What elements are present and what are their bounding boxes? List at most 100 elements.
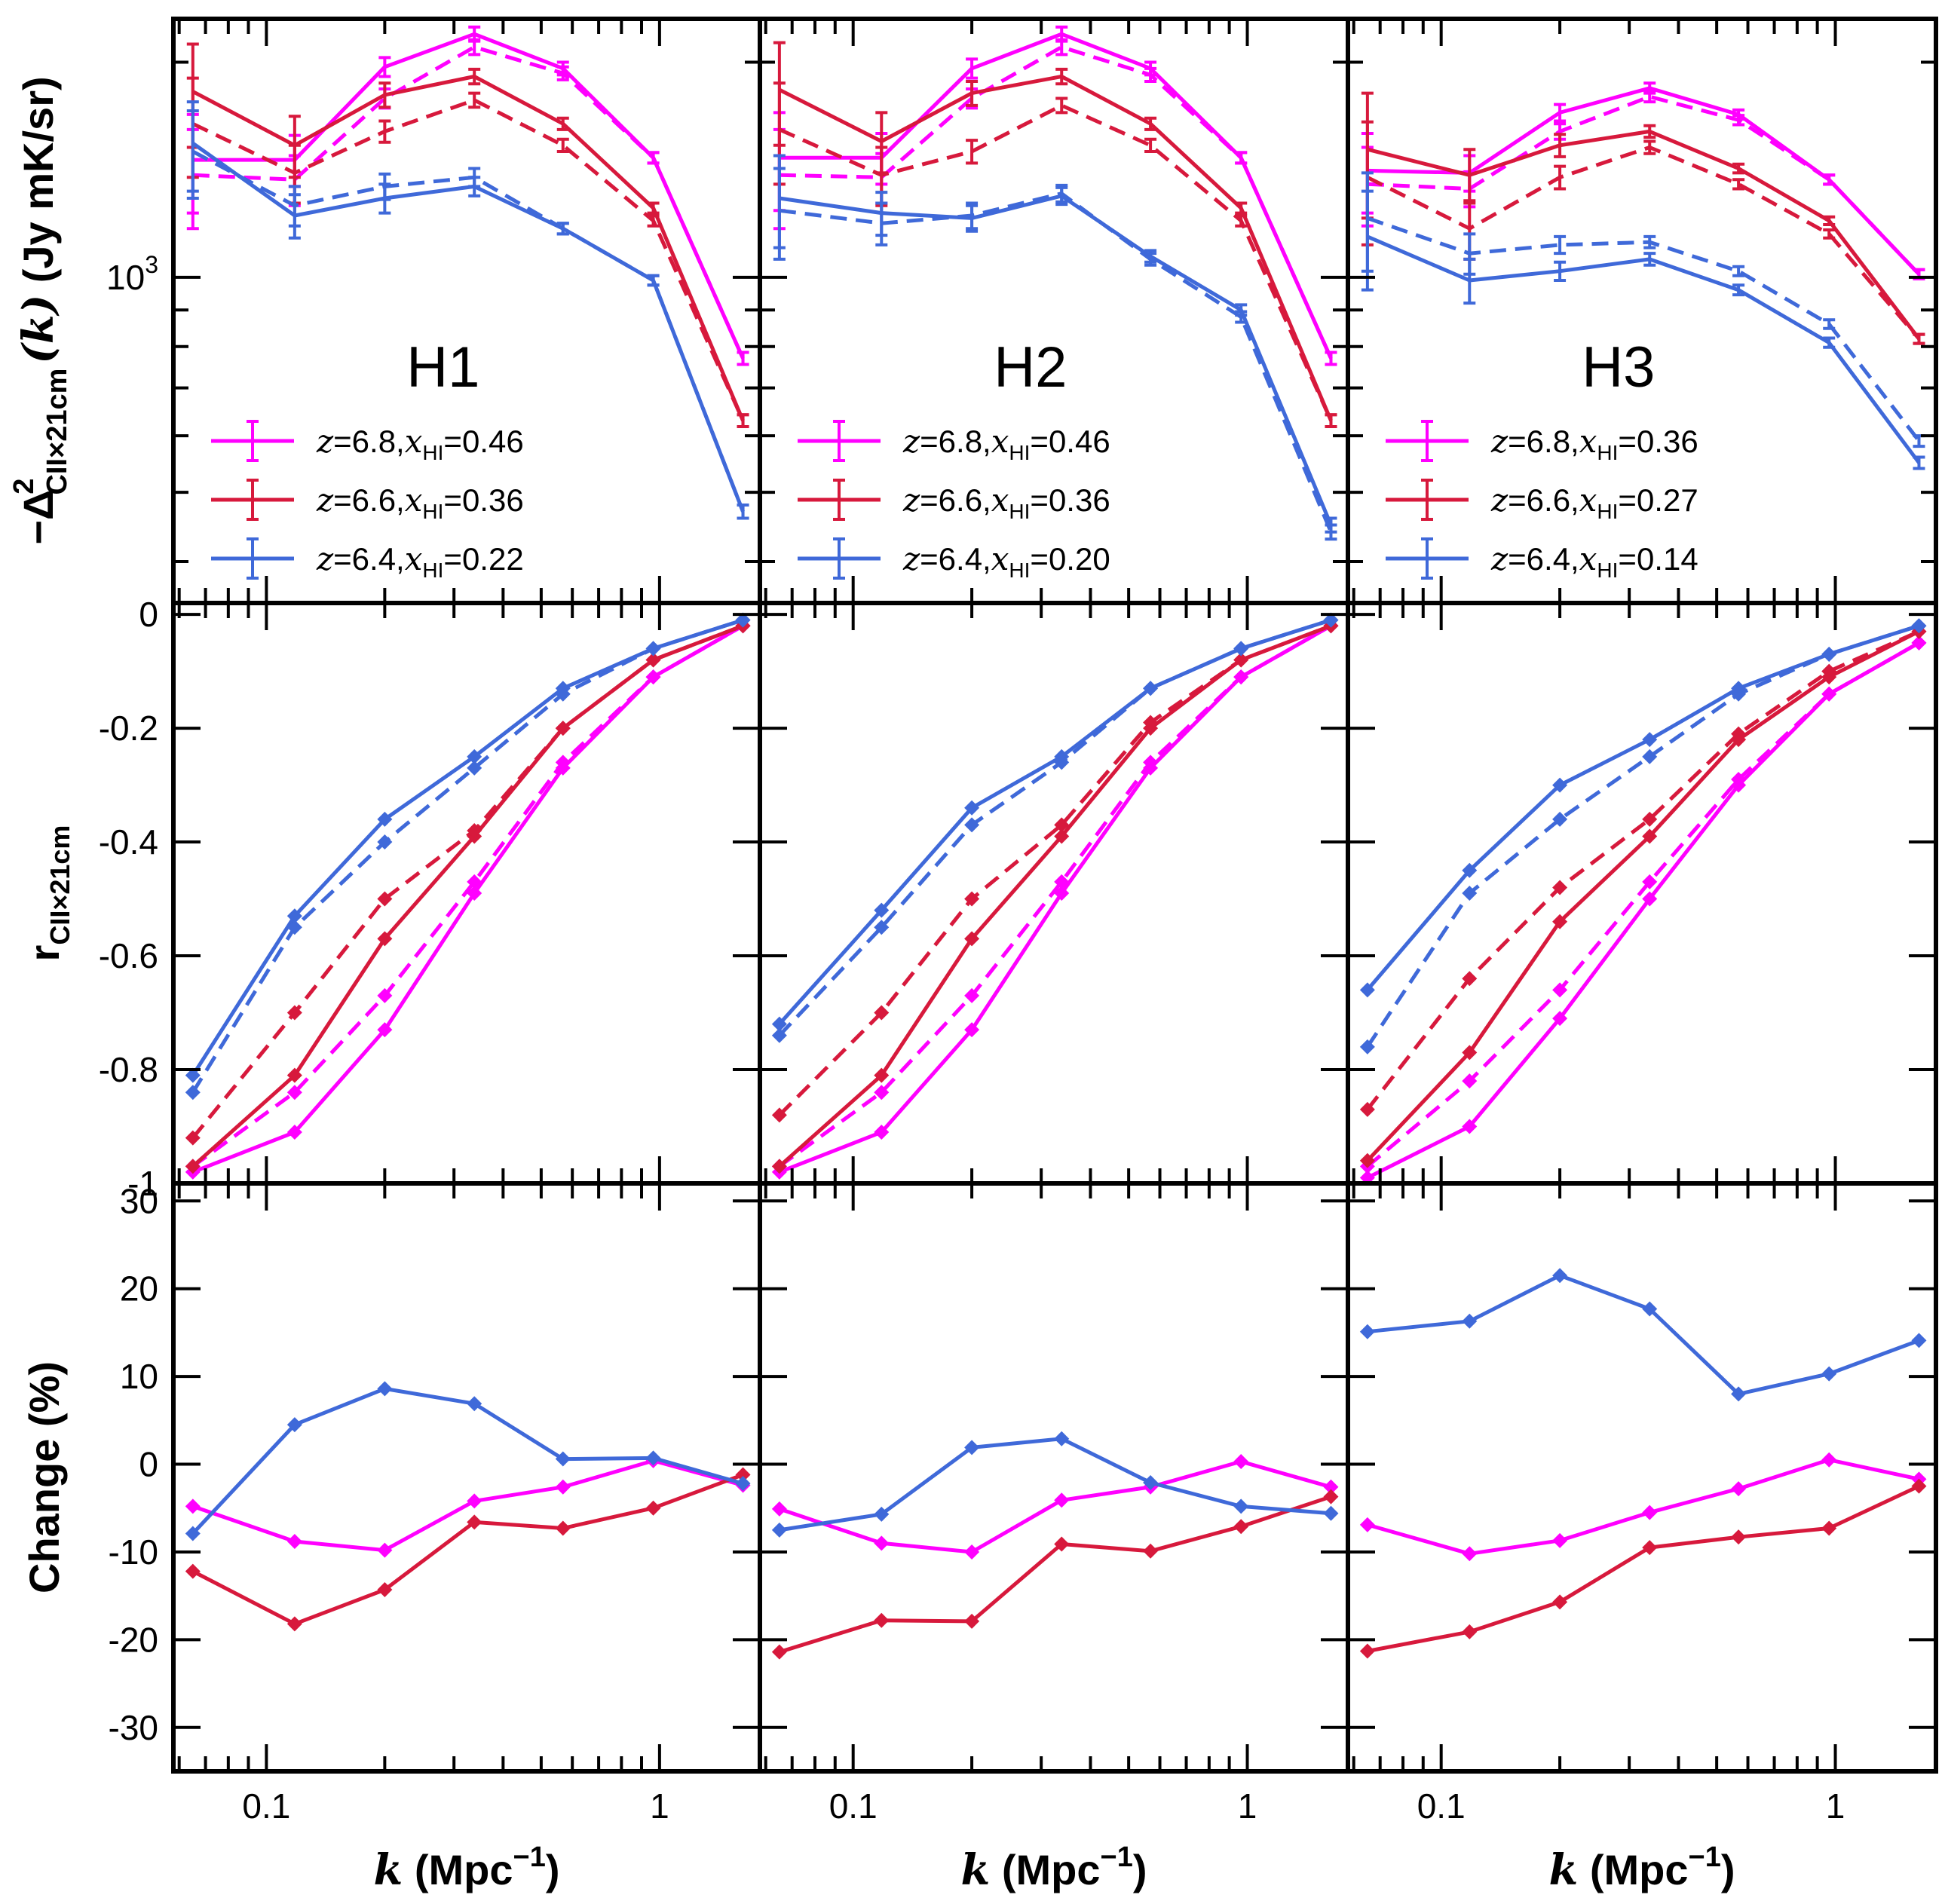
data-point xyxy=(771,1016,787,1032)
data-point xyxy=(1731,686,1747,702)
data-point xyxy=(964,1613,980,1629)
panel-h2-correlation xyxy=(758,601,1350,1186)
data-point xyxy=(1552,1268,1568,1284)
series-z64-dashed xyxy=(185,612,751,1100)
panel-h3-power: H3 z=6.8,xHI=0.36 z=6.6,xHI=0.27 z=6.4,xHI=… xyxy=(1346,17,1938,605)
series-z68-solid xyxy=(771,1454,1339,1560)
series-z68-dashed xyxy=(186,38,749,366)
data-point xyxy=(1054,828,1070,844)
series-z64-solid xyxy=(771,1431,1339,1538)
data-point xyxy=(1359,982,1375,998)
series-z64-solid xyxy=(771,612,1339,1032)
legend: z=6.8,xHI=0.46 z=6.6,xHI=0.36 z=6.4,xHI=0.… xyxy=(798,420,1110,582)
series-z68-dashed xyxy=(773,38,1337,366)
data-point xyxy=(286,1417,302,1433)
data-point xyxy=(467,760,482,776)
data-point xyxy=(874,1067,890,1083)
data-point xyxy=(645,652,661,668)
series-z66-solid xyxy=(1359,623,1927,1168)
data-point xyxy=(964,800,980,816)
data-point xyxy=(645,1450,661,1466)
data-point xyxy=(874,1506,890,1522)
data-point xyxy=(1462,971,1478,987)
line-z64-solid xyxy=(1367,1273,1920,1396)
data-point xyxy=(1642,811,1658,827)
data-point xyxy=(735,1476,751,1492)
data-point xyxy=(1642,1301,1658,1317)
data-point xyxy=(377,987,393,1003)
line-z66-solid xyxy=(191,1473,744,1626)
data-point xyxy=(1552,1594,1568,1610)
data-point xyxy=(771,1027,787,1043)
data-point xyxy=(1323,1489,1339,1505)
data-point xyxy=(1462,1073,1478,1089)
legend: z=6.8,xHI=0.36 z=6.6,xHI=0.27 z=6.4,xHI=0.… xyxy=(1386,420,1698,582)
y-tick-label: -1 xyxy=(127,1164,158,1203)
data-point xyxy=(185,1085,201,1100)
data-point xyxy=(1359,1517,1375,1532)
y-axis-label-correlation: rCII×21cm xyxy=(20,825,75,962)
series-z64-solid xyxy=(185,612,751,1083)
data-point xyxy=(645,1500,661,1516)
line-z66-dashed xyxy=(778,623,1332,1117)
line-z68-solid xyxy=(192,32,745,360)
line-z66-dashed xyxy=(1365,629,1920,1111)
data-point xyxy=(1552,880,1568,895)
legend-label: z=6.6,xHI=0.36 xyxy=(902,482,1110,523)
data-point xyxy=(1462,1313,1478,1329)
data-point xyxy=(964,891,980,907)
series-z68-dashed xyxy=(771,618,1339,1174)
y-tick-label: -30 xyxy=(109,1708,158,1747)
data-point xyxy=(286,1005,302,1021)
data-point xyxy=(467,1514,482,1530)
data-point xyxy=(377,834,393,850)
data-point xyxy=(467,1396,482,1412)
panel-h2-power: H2 z=6.8,xHI=0.46 z=6.6,xHI=0.36 z=6.4,xHI=… xyxy=(758,17,1350,605)
data-point xyxy=(1462,1119,1478,1134)
panel-frame xyxy=(758,1181,1350,1774)
data-point xyxy=(1359,1153,1375,1168)
line-z66-solid xyxy=(1366,629,1920,1162)
legend-label: z=6.8,xHI=0.46 xyxy=(316,423,524,464)
series-z64-solid xyxy=(1359,618,1927,998)
data-point xyxy=(286,1085,302,1100)
legend-label: z=6.4,xHI=0.22 xyxy=(316,540,524,582)
data-point xyxy=(771,1501,787,1517)
panel-frame xyxy=(1346,1181,1938,1774)
data-point xyxy=(377,1542,393,1558)
data-point xyxy=(1462,886,1478,901)
series-z64-solid xyxy=(185,1381,751,1541)
data-point xyxy=(1731,726,1747,742)
data-point xyxy=(1731,772,1747,788)
data-point xyxy=(185,1563,201,1579)
series-z68-dashed xyxy=(185,618,751,1174)
data-point xyxy=(185,1159,201,1174)
data-point xyxy=(1233,669,1249,685)
x-tick-label: 1 xyxy=(1826,1786,1845,1826)
data-point xyxy=(1359,1324,1375,1339)
data-point xyxy=(185,1067,201,1083)
data-point xyxy=(771,1522,787,1538)
series-z66-dashed xyxy=(771,618,1339,1123)
line-z66-solid xyxy=(1367,1484,1920,1653)
data-point xyxy=(874,1612,890,1628)
data-point xyxy=(1359,1101,1375,1117)
line-z66-solid xyxy=(778,623,1332,1168)
line-z64-dashed xyxy=(1367,216,1921,442)
panel-h1-change xyxy=(171,1181,762,1774)
data-point xyxy=(1642,1505,1658,1520)
y-tick-label: 103 xyxy=(106,251,158,297)
data-point xyxy=(1233,1454,1249,1470)
data-point xyxy=(645,641,661,657)
x-axis-label: k (Mpc−1) xyxy=(960,1841,1147,1895)
data-point xyxy=(1552,777,1568,793)
y-tick-label: 0 xyxy=(139,595,158,634)
series-z68-solid xyxy=(185,1452,751,1558)
data-point xyxy=(1462,1045,1478,1061)
data-point xyxy=(874,1085,890,1100)
data-point xyxy=(377,891,393,907)
panel-title: H3 xyxy=(1582,335,1655,399)
data-point xyxy=(1911,1333,1927,1348)
data-point xyxy=(1233,1519,1249,1535)
y-tick-label: 10 xyxy=(120,1357,158,1396)
